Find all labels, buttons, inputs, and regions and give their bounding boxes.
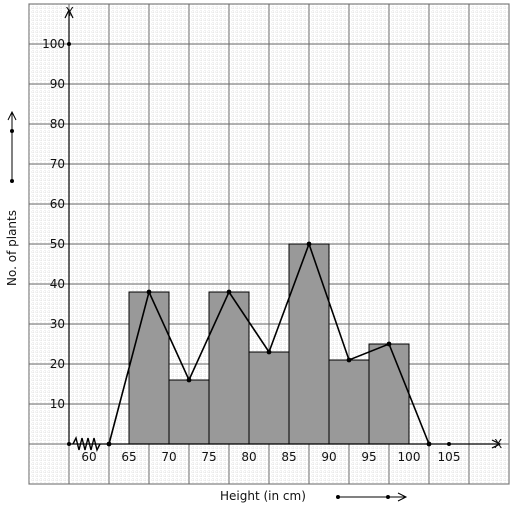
y-tick-label: 90 (50, 77, 65, 91)
frequency-polygon (106, 241, 432, 447)
y-axis-top-point (67, 42, 71, 46)
y-tick-label: 30 (50, 317, 65, 331)
polygon-point (346, 357, 352, 363)
y-tick-label: 60 (50, 197, 65, 211)
y-tick-label: 10 (50, 397, 65, 411)
axis-break-zigzag (72, 435, 101, 453)
x-tick-label: 70 (161, 450, 176, 464)
x-direction-arrow (336, 492, 408, 502)
y-tick-label: 50 (50, 237, 65, 251)
polygon-point (426, 441, 432, 447)
graph-paper-grid (28, 3, 510, 485)
y-tick-label: 80 (50, 117, 65, 131)
y-tick-label: 20 (50, 357, 65, 371)
polygon-point (106, 441, 112, 447)
y-tick-label: 40 (50, 277, 65, 291)
x-tick-label: 95 (361, 450, 376, 464)
origin-point (67, 442, 71, 446)
y-axis-letter: Y (65, 5, 74, 19)
histogram-bar (248, 351, 290, 445)
x-tick-label: 65 (121, 450, 136, 464)
y-tick-label: 100 (42, 37, 65, 51)
y-axis-label: No. of plants (5, 210, 19, 286)
histogram-bars (128, 243, 410, 445)
histogram-bar (168, 379, 210, 445)
polygon-point (266, 349, 272, 355)
x-tick-label: 75 (201, 450, 216, 464)
tick-labels: 60 65 70 75 80 85 90 95 100 105 10 20 30 40 50 60 70 80 90… (42, 37, 460, 464)
polygon-point (186, 377, 192, 383)
polygon-point (146, 289, 152, 295)
x-tick-label: 105 (438, 450, 461, 464)
x-axis-label: Height (in cm) (220, 489, 306, 503)
histogram-bar (128, 291, 170, 445)
x-tick-label: 100 (398, 450, 421, 464)
histogram-bar (208, 291, 250, 445)
x-tick-label: 90 (321, 450, 336, 464)
x-tick-label: 85 (281, 450, 296, 464)
x-tick-label: 60 (81, 450, 96, 464)
polygon-point (306, 241, 312, 247)
y-tick-label: 70 (50, 157, 65, 171)
polygon-point (386, 341, 392, 347)
y-axis-arrowhead (64, 8, 74, 19)
histogram-bar (368, 343, 410, 445)
x-tick-label: 80 (241, 450, 256, 464)
y-direction-arrow (7, 110, 17, 183)
x-axis-letter: X (494, 437, 502, 451)
x-axis-end-point (447, 442, 451, 446)
histogram-bar (288, 243, 330, 445)
histogram-bar (328, 359, 370, 445)
polygon-point (226, 289, 232, 295)
x-axis-arrowhead (491, 439, 502, 449)
